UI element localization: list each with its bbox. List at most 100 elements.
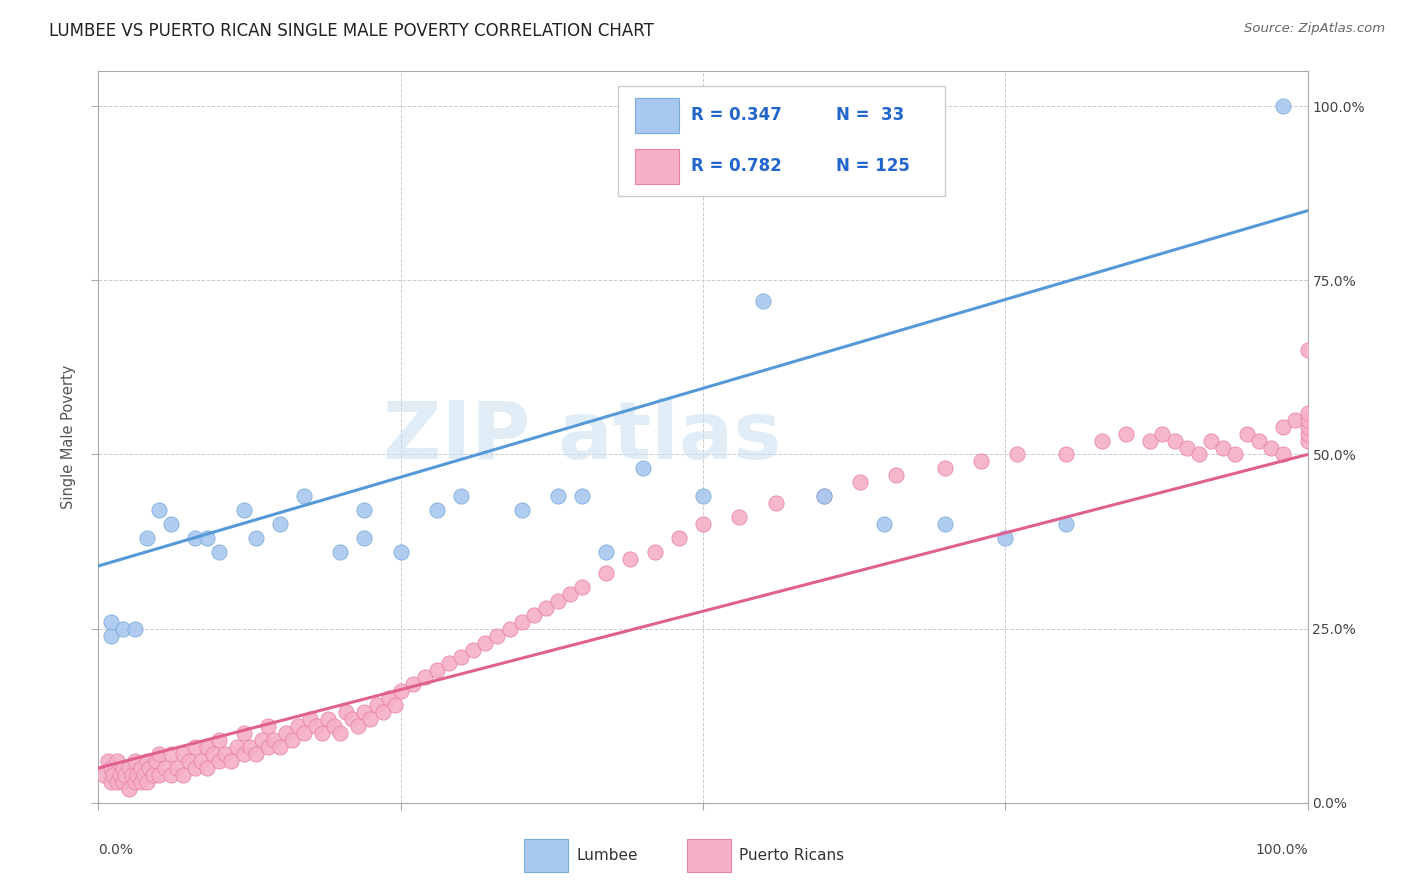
Point	[135, 775, 157, 789]
Point	[127, 768, 149, 782]
Point	[970, 454, 993, 468]
Point	[437, 657, 460, 671]
Point	[323, 719, 346, 733]
Point	[1284, 412, 1306, 426]
Text: ZIP atlas: ZIP atlas	[382, 398, 782, 476]
Point	[190, 754, 212, 768]
Point	[232, 726, 254, 740]
Point	[1272, 448, 1295, 462]
Point	[118, 761, 141, 775]
Text: R = 0.782: R = 0.782	[690, 158, 782, 176]
Point	[124, 775, 146, 789]
Point	[426, 664, 449, 678]
Point	[105, 775, 128, 789]
Point	[292, 726, 315, 740]
Point	[124, 754, 146, 768]
Point	[160, 747, 183, 761]
Point	[100, 629, 122, 643]
Point	[108, 768, 131, 782]
Point	[129, 761, 152, 775]
Point	[256, 719, 278, 733]
Point	[547, 489, 569, 503]
Text: LUMBEE VS PUERTO RICAN SINGLE MALE POVERTY CORRELATION CHART: LUMBEE VS PUERTO RICAN SINGLE MALE POVER…	[49, 22, 654, 40]
Point	[377, 691, 399, 706]
Point	[250, 733, 273, 747]
Point	[101, 768, 124, 782]
Point	[160, 517, 183, 532]
Point	[1260, 441, 1282, 455]
Point	[124, 622, 146, 636]
Point	[1223, 448, 1246, 462]
FancyBboxPatch shape	[524, 839, 568, 871]
Point	[221, 754, 243, 768]
Point	[547, 594, 569, 608]
Point	[172, 747, 194, 761]
Point	[728, 510, 751, 524]
Point	[402, 677, 425, 691]
Point	[292, 489, 315, 503]
Point	[1115, 426, 1137, 441]
Point	[329, 726, 352, 740]
Point	[148, 768, 170, 782]
Point	[148, 747, 170, 761]
Point	[413, 670, 436, 684]
Point	[111, 622, 134, 636]
Point	[114, 768, 136, 782]
Point	[558, 587, 581, 601]
Point	[208, 733, 231, 747]
Point	[994, 531, 1017, 545]
Point	[263, 733, 285, 747]
FancyBboxPatch shape	[619, 86, 945, 195]
Point	[384, 698, 406, 713]
Point	[142, 768, 165, 782]
Point	[105, 754, 128, 768]
Point	[1236, 426, 1258, 441]
Point	[202, 747, 225, 761]
Point	[311, 726, 333, 740]
Point	[195, 740, 218, 755]
Point	[371, 705, 394, 719]
Point	[426, 503, 449, 517]
Point	[256, 740, 278, 755]
Text: Lumbee: Lumbee	[576, 848, 637, 863]
Point	[765, 496, 787, 510]
Point	[389, 684, 412, 698]
Point	[195, 531, 218, 545]
Point	[595, 566, 617, 580]
Point	[450, 489, 472, 503]
Point	[118, 781, 141, 796]
Point	[1296, 419, 1319, 434]
Text: 0.0%: 0.0%	[98, 843, 134, 857]
FancyBboxPatch shape	[636, 149, 679, 184]
Point	[111, 761, 134, 775]
Point	[1272, 99, 1295, 113]
Point	[166, 761, 188, 775]
Point	[1091, 434, 1114, 448]
Point	[172, 768, 194, 782]
Point	[510, 615, 533, 629]
Point	[849, 475, 872, 490]
Point	[138, 761, 160, 775]
Point	[1212, 441, 1234, 455]
Point	[184, 531, 207, 545]
Point	[121, 768, 143, 782]
Point	[523, 607, 546, 622]
Text: N =  33: N = 33	[837, 106, 904, 124]
Text: R = 0.347: R = 0.347	[690, 106, 782, 124]
Point	[281, 733, 304, 747]
Point	[347, 719, 370, 733]
Point	[145, 754, 167, 768]
FancyBboxPatch shape	[688, 839, 731, 871]
Point	[129, 775, 152, 789]
Point	[486, 629, 509, 643]
Point	[305, 719, 328, 733]
Point	[534, 600, 557, 615]
Point	[1152, 426, 1174, 441]
Point	[353, 705, 375, 719]
Text: 100.0%: 100.0%	[1256, 843, 1308, 857]
Point	[813, 489, 835, 503]
Point	[335, 705, 357, 719]
Point	[179, 754, 201, 768]
Point	[692, 517, 714, 532]
Point	[353, 531, 375, 545]
